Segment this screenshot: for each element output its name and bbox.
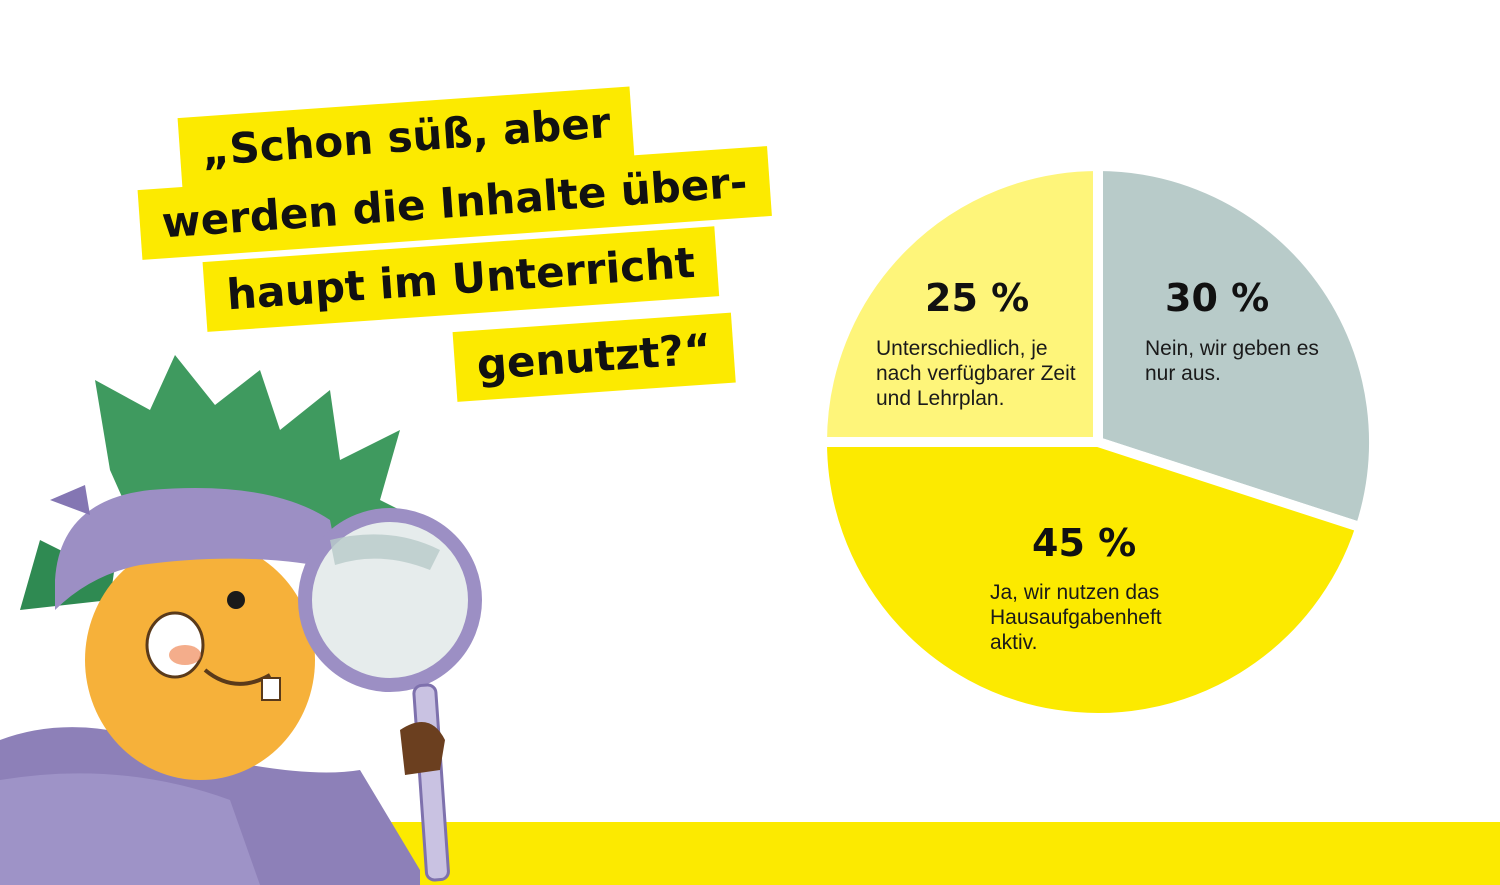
- detective-mascot-icon: [0, 355, 482, 885]
- slice-25-percent-label: 25 %: [925, 276, 1030, 320]
- slice-45-percent-label: 45 %: [1032, 521, 1137, 565]
- pie-slice-25: [817, 161, 1103, 447]
- pie-slice-45: [817, 437, 1366, 723]
- slice-30-percent-label: 30 %: [1165, 276, 1270, 320]
- slice-25-description: Unterschiedlich, je nach verfügbarer Zei…: [876, 337, 1076, 410]
- pie-slice-30: [1093, 161, 1379, 533]
- slice-45-description: Ja, wir nutzen das Hausaufgabenheft akti…: [990, 581, 1162, 654]
- slice-30-description: Nein, wir geben es nur aus.: [1145, 337, 1319, 385]
- pie-slices: [817, 161, 1379, 723]
